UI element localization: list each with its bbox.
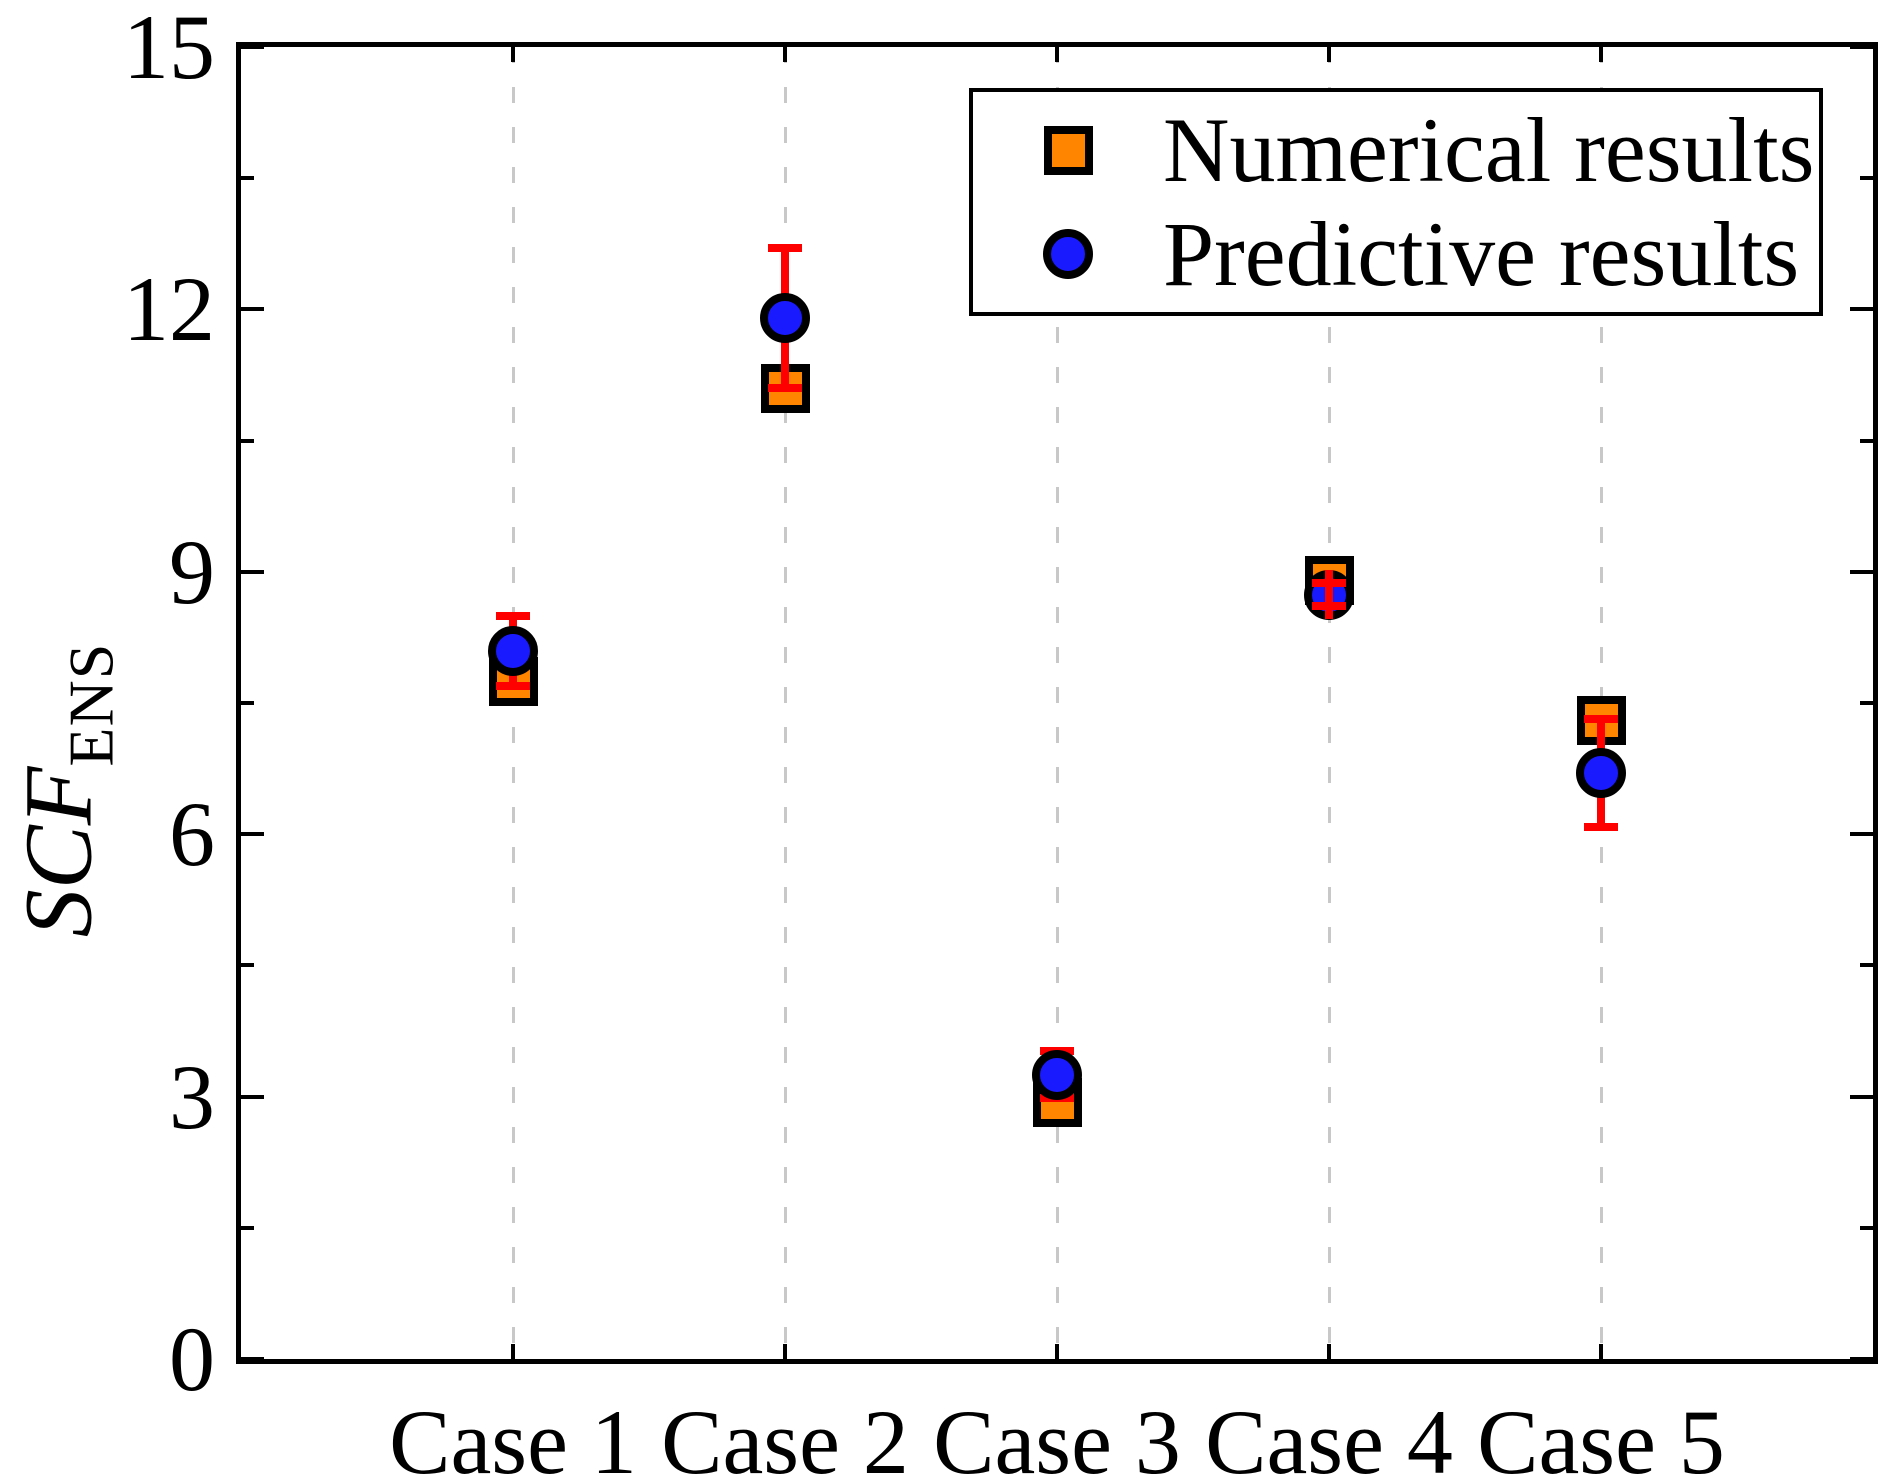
y-minor-tick-left [241, 176, 254, 181]
gridline [1055, 47, 1059, 1359]
y-major-tick-right [1850, 1357, 1873, 1361]
y-minor-tick-right [1860, 963, 1873, 968]
x-tick-bottom [511, 1344, 515, 1359]
legend-marker-cell [973, 229, 1163, 279]
y-minor-tick-right [1860, 701, 1873, 705]
y-minor-tick-left [241, 438, 254, 443]
y-tick-label: 3 [169, 1045, 215, 1148]
error-bar-cap-bottom [768, 384, 802, 393]
y-major-tick-left [241, 1357, 264, 1361]
legend-marker-cell [973, 125, 1163, 175]
y-major-tick-left [241, 1094, 264, 1099]
y-minor-tick-right [1860, 438, 1873, 443]
gridline [783, 47, 787, 1359]
y-major-tick-right [1850, 307, 1873, 312]
y-major-tick-left [241, 569, 264, 574]
x-tick-bottom [1599, 1344, 1603, 1359]
error-bar-cap-bottom [1312, 601, 1346, 610]
marker-circle-predictive [1576, 747, 1626, 798]
y-minor-tick-left [241, 963, 254, 968]
y-tick-label: 12 [123, 258, 215, 361]
y-major-tick-right [1850, 1094, 1873, 1099]
error-bar-cap-bottom [1584, 823, 1618, 832]
error-bar-cap-top [1584, 714, 1618, 723]
y-minor-tick-left [241, 701, 254, 705]
y-tick-label: 15 [123, 0, 215, 98]
x-tick-bottom [1055, 1344, 1059, 1359]
error-bar-cap-bottom [496, 681, 530, 690]
gridline [1327, 47, 1331, 1359]
x-tick-label: Case 3 [933, 1391, 1181, 1479]
y-tick-label: 9 [169, 520, 215, 623]
x-tick-bottom [783, 1344, 787, 1359]
y-major-tick-left [241, 832, 264, 837]
error-bar-line [1325, 570, 1333, 620]
x-tick-label: Case 4 [1205, 1391, 1453, 1479]
x-tick-top [1599, 47, 1603, 62]
legend-label: Predictive results [1163, 203, 1800, 305]
x-tick-top [1327, 47, 1331, 62]
x-tick-label: Case 1 [389, 1391, 637, 1479]
error-bar-cap-top [768, 244, 802, 253]
y-minor-tick-right [1860, 176, 1873, 181]
marker-circle-predictive [488, 625, 538, 676]
x-tick-top [511, 47, 515, 62]
x-tick-bottom [1327, 1344, 1331, 1359]
y-major-tick-left [241, 45, 264, 49]
y-major-tick-right [1850, 569, 1873, 574]
legend-label: Numerical results [1163, 99, 1815, 201]
marker-circle-predictive [1032, 1049, 1082, 1100]
legend-item-predictive: Predictive results [973, 202, 1819, 306]
legend-item-numerical: Numerical results [973, 98, 1819, 202]
x-tick-label: Case 5 [1477, 1391, 1725, 1479]
y-major-tick-right [1850, 45, 1873, 49]
y-tick-label: 6 [169, 783, 215, 886]
y-minor-tick-left [241, 1225, 254, 1230]
y-tick-label: 0 [169, 1308, 215, 1410]
x-tick-top [1055, 47, 1059, 62]
y-major-tick-left [241, 307, 264, 312]
marker-circle-predictive [760, 293, 810, 344]
circle-marker-icon [1043, 229, 1093, 279]
error-bar-cap-top [1312, 579, 1346, 588]
y-minor-tick-right [1860, 1225, 1873, 1230]
legend: Numerical results Predictive results [969, 88, 1823, 316]
x-tick-label: Case 2 [661, 1391, 909, 1479]
x-tick-top [783, 47, 787, 62]
error-bar-cap-top [496, 611, 530, 620]
y-axis-title-subscript: ENS [55, 642, 127, 767]
y-major-tick-right [1850, 832, 1873, 837]
square-marker-icon [1043, 125, 1093, 175]
